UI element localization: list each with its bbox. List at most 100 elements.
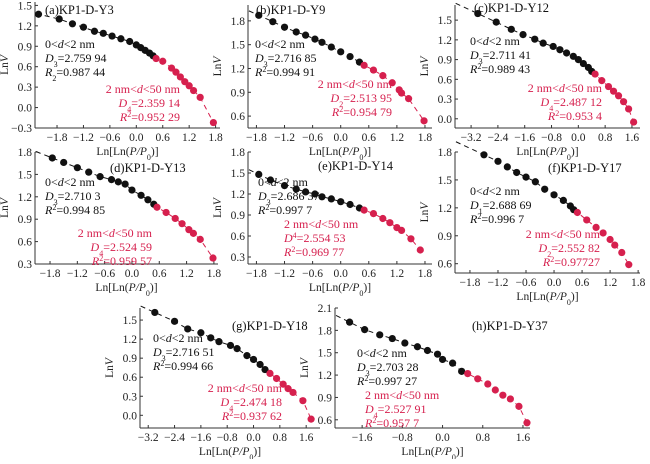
data-point-micropore bbox=[541, 185, 549, 193]
data-point-mesopore bbox=[474, 375, 482, 383]
y-label-var: V bbox=[419, 201, 431, 210]
y-tick-label: 0.6 bbox=[438, 74, 453, 86]
mesopore-range-label: 2 nm<d<50 nm bbox=[528, 81, 603, 95]
fit-line-mesopore bbox=[461, 370, 528, 424]
x-label-var: P/P bbox=[128, 282, 146, 294]
mesopore-r-squared-symbol: R bbox=[542, 255, 551, 269]
fit-line-mesopore bbox=[359, 207, 421, 251]
mesopore-range-label: 2 nm<d<50 nm bbox=[78, 226, 153, 240]
mesopore-fractal-dimension-subscript: 4 bbox=[549, 104, 553, 113]
y-tick-label: 0.9 bbox=[18, 214, 33, 226]
x-tick-label: 1.2 bbox=[603, 277, 618, 289]
mesopore-fractal-dimension-value: =2.474 18 bbox=[233, 395, 282, 409]
fit-line-micropore bbox=[455, 141, 575, 211]
micropore-fractal-dimension-subscript: 3 bbox=[54, 198, 58, 207]
data-point-mesopore bbox=[307, 415, 315, 423]
mesopore-r-squared-superscript: 2 bbox=[339, 105, 343, 114]
x-label-subscript: 0 bbox=[147, 153, 151, 162]
y-tick-label: 0.3 bbox=[18, 82, 33, 94]
mesopore-fractal-dimension: D2=2.552 82 bbox=[538, 241, 600, 259]
data-point-micropore bbox=[311, 35, 319, 43]
micropore-range-label-part: 0< bbox=[153, 331, 166, 345]
data-point-mesopore bbox=[464, 369, 472, 378]
y-axis-label: LnV bbox=[212, 55, 224, 77]
mesopore-fractal-dimension-symbol: D bbox=[330, 91, 340, 105]
micropore-r-squared-symbol: R bbox=[254, 65, 263, 79]
data-point-micropore bbox=[574, 55, 582, 64]
x-tick-label: 1.2 bbox=[390, 132, 405, 144]
data-point-micropore bbox=[117, 35, 125, 43]
mesopore-r-squared-superscript: 2 bbox=[291, 245, 295, 254]
mesopore-fractal-dimension: D4=2.487 12 bbox=[540, 95, 602, 113]
data-point-micropore bbox=[433, 350, 442, 358]
mesopore-fractal-dimension-symbol: D bbox=[364, 402, 374, 416]
x-tick-label: 1.8 bbox=[418, 132, 433, 144]
micropore-r-squared: R2=0.997 27 bbox=[356, 374, 417, 389]
x-tick-label: −1.6 bbox=[190, 432, 211, 444]
data-point-micropore bbox=[34, 10, 43, 18]
y-tick-label: 0.0 bbox=[438, 114, 453, 126]
mesopore-fractal-dimension: D4=2.524 59 bbox=[90, 240, 152, 258]
y-tick-label: −0.3 bbox=[11, 123, 32, 135]
micropore-r-squared: R2=0.994 85 bbox=[44, 203, 105, 218]
mesopore-fractal-dimension-superscript: 4 bbox=[293, 231, 297, 240]
panel-title: (g)KP1-D-Y18 bbox=[232, 319, 308, 333]
micropore-r-squared-superscript: 2 bbox=[477, 212, 481, 221]
micropore-range-label-part: 0< bbox=[255, 37, 268, 51]
mesopore-r-squared-superscript: 2 bbox=[127, 110, 131, 119]
mesopore-range-label-part: 2 nm< bbox=[106, 82, 137, 96]
data-point-mesopore bbox=[386, 219, 394, 227]
data-point-mesopore bbox=[360, 61, 368, 69]
y-label-part: Ln bbox=[419, 63, 431, 76]
data-point-micropore bbox=[346, 52, 354, 61]
x-tick-label: 0.0 bbox=[246, 432, 261, 444]
data-point-micropore bbox=[255, 170, 263, 178]
data-point-micropore bbox=[184, 325, 192, 333]
micropore-range-label-var: d bbox=[370, 346, 377, 360]
micropore-r-squared-value: =0.994 85 bbox=[56, 203, 105, 217]
y-label-var: V bbox=[0, 196, 11, 205]
data-point-micropore bbox=[79, 23, 88, 31]
data-point-mesopore bbox=[619, 98, 628, 106]
micropore-fractal-dimension-value: =2.759 94 bbox=[58, 51, 107, 65]
micropore-fractal-dimension: D3=2.711 41 bbox=[469, 48, 531, 66]
y-label-var: V bbox=[419, 55, 431, 64]
micropore-fractal-dimension: D3=2.716 51 bbox=[152, 345, 214, 363]
data-point-micropore bbox=[345, 318, 354, 326]
mesopore-r-squared-symbol: R bbox=[221, 409, 230, 423]
mesopore-range-label-part: 2 nm< bbox=[78, 226, 109, 240]
micropore-r-squared-value: =0.996 7 bbox=[481, 212, 524, 226]
micropore-range-label-var: d bbox=[271, 175, 278, 189]
y-tick-label: 0.6 bbox=[438, 259, 453, 271]
micropore-range-label: 0<d<2 nm bbox=[45, 175, 96, 189]
y-tick-label: 0.3 bbox=[438, 94, 453, 106]
micropore-range-label-part: <2 nm bbox=[277, 175, 309, 189]
panel-title: (h)KP1-D-Y37 bbox=[472, 319, 548, 333]
micropore-r-squared-superscript: 2 bbox=[265, 203, 269, 212]
mesopore-range-label-part: 2 nm< bbox=[318, 77, 349, 91]
micropore-fractal-dimension: D1=2.688 69 bbox=[469, 198, 531, 216]
micropore-r-squared-value: =0.994 66 bbox=[164, 359, 213, 373]
y-tick-label: 0.6 bbox=[123, 372, 138, 384]
data-point-micropore bbox=[327, 195, 335, 203]
data-point-micropore bbox=[90, 27, 99, 35]
micropore-fractal-dimension: D3=2.710 3 bbox=[44, 189, 100, 207]
y-tick-label: 1.8 bbox=[231, 16, 246, 28]
micropore-r-squared-symbol: R bbox=[44, 65, 53, 79]
data-point-micropore bbox=[361, 326, 369, 334]
x-tick-label: 0.6 bbox=[362, 132, 377, 144]
panel-b: −1.8 −1.2 −0.6 0.0 0.6 1.2 1.8 0.6 0.9 1.2 1.5 1.8 L… bbox=[212, 3, 432, 162]
micropore-fractal-dimension-value: =2.716 51 bbox=[166, 345, 215, 359]
mesopore-r-squared-superscript: 2 bbox=[229, 409, 233, 418]
x-tick-label: 0.0 bbox=[129, 132, 144, 144]
y-label-part: Ln bbox=[104, 365, 116, 378]
panel-a: −1.8 −1.2 −0.6 0.0 0.6 1.2 1.8 −0.3 0.0 0.3 0.6 0.9… bbox=[0, 0, 223, 161]
mesopore-fractal-dimension-symbol: D bbox=[540, 95, 550, 109]
x-tick-label: 0.0 bbox=[334, 132, 349, 144]
micropore-fractal-dimension-symbol: D bbox=[152, 345, 162, 359]
micropore-fractal-dimension-symbol: D bbox=[469, 198, 479, 212]
micropore-fractal-dimension-symbol: D bbox=[44, 189, 54, 203]
data-point-mesopore bbox=[416, 246, 424, 254]
y-tick-label: 0.9 bbox=[231, 87, 246, 99]
